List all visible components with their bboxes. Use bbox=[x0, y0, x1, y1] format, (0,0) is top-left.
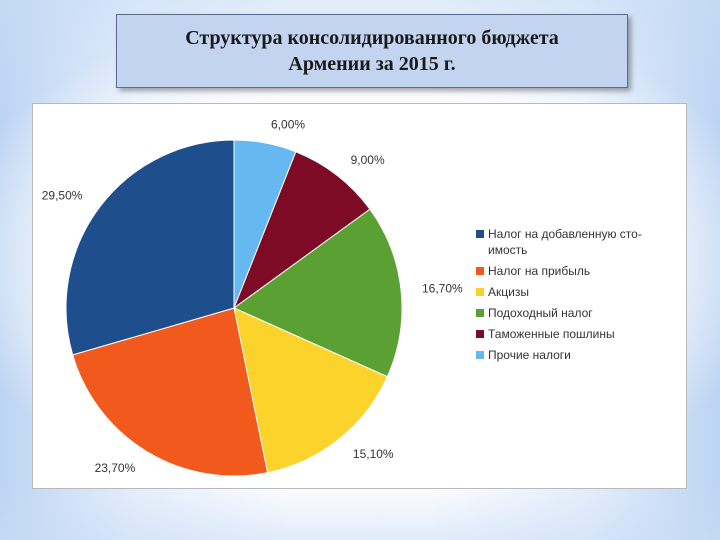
legend-label: Налог на добавленную сто-имость bbox=[488, 227, 642, 257]
legend-label: Таможенные пошлины bbox=[488, 327, 615, 341]
pie-slice bbox=[233, 307, 388, 474]
slide-title-line-1: Структура консолидированного бюджета bbox=[185, 27, 559, 49]
pie-slice bbox=[232, 151, 371, 310]
pie-slice bbox=[72, 307, 269, 477]
pie-value-labels: 6,00% 9,00% 16,70% 15,10% 23,70% 29,50% bbox=[42, 117, 463, 475]
legend-swatch bbox=[476, 267, 484, 275]
pie-slice bbox=[233, 208, 403, 378]
pie-value-label: 29,50% bbox=[42, 189, 83, 203]
legend-swatch bbox=[476, 230, 484, 238]
pie-value-label: 16,70% bbox=[422, 282, 463, 296]
pie-slices bbox=[65, 139, 403, 477]
legend-swatch bbox=[476, 288, 484, 296]
pie-slice bbox=[65, 139, 235, 356]
slide-title-box: Структура консолидированного бюджета Арм… bbox=[116, 14, 628, 88]
chart-panel: 6,00% 9,00% 16,70% 15,10% 23,70% 29,50% Налог… bbox=[32, 103, 687, 489]
legend-swatch bbox=[476, 309, 484, 317]
pie-value-label: 15,10% bbox=[353, 447, 394, 461]
pie-value-label: 9,00% bbox=[351, 153, 385, 167]
legend-label: Налог на прибыль bbox=[488, 264, 590, 278]
legend-label: Акцизы bbox=[488, 285, 529, 299]
slide-background-bottom-fade bbox=[0, 480, 720, 540]
legend-swatch bbox=[476, 351, 484, 359]
chart-legend: Налог на добавленную сто-имость Налог на … bbox=[476, 227, 642, 362]
pie-chart: 6,00% 9,00% 16,70% 15,10% 23,70% 29,50% Налог… bbox=[42, 117, 642, 477]
pie-value-label: 6,00% bbox=[271, 117, 305, 131]
legend-label: Прочие налоги bbox=[488, 348, 571, 362]
legend-label: Подоходный налог bbox=[488, 306, 593, 320]
pie-value-label: 23,70% bbox=[95, 461, 136, 475]
legend-swatch bbox=[476, 330, 484, 338]
slide-title-line-2: Армении за 2015 г. bbox=[288, 53, 456, 75]
